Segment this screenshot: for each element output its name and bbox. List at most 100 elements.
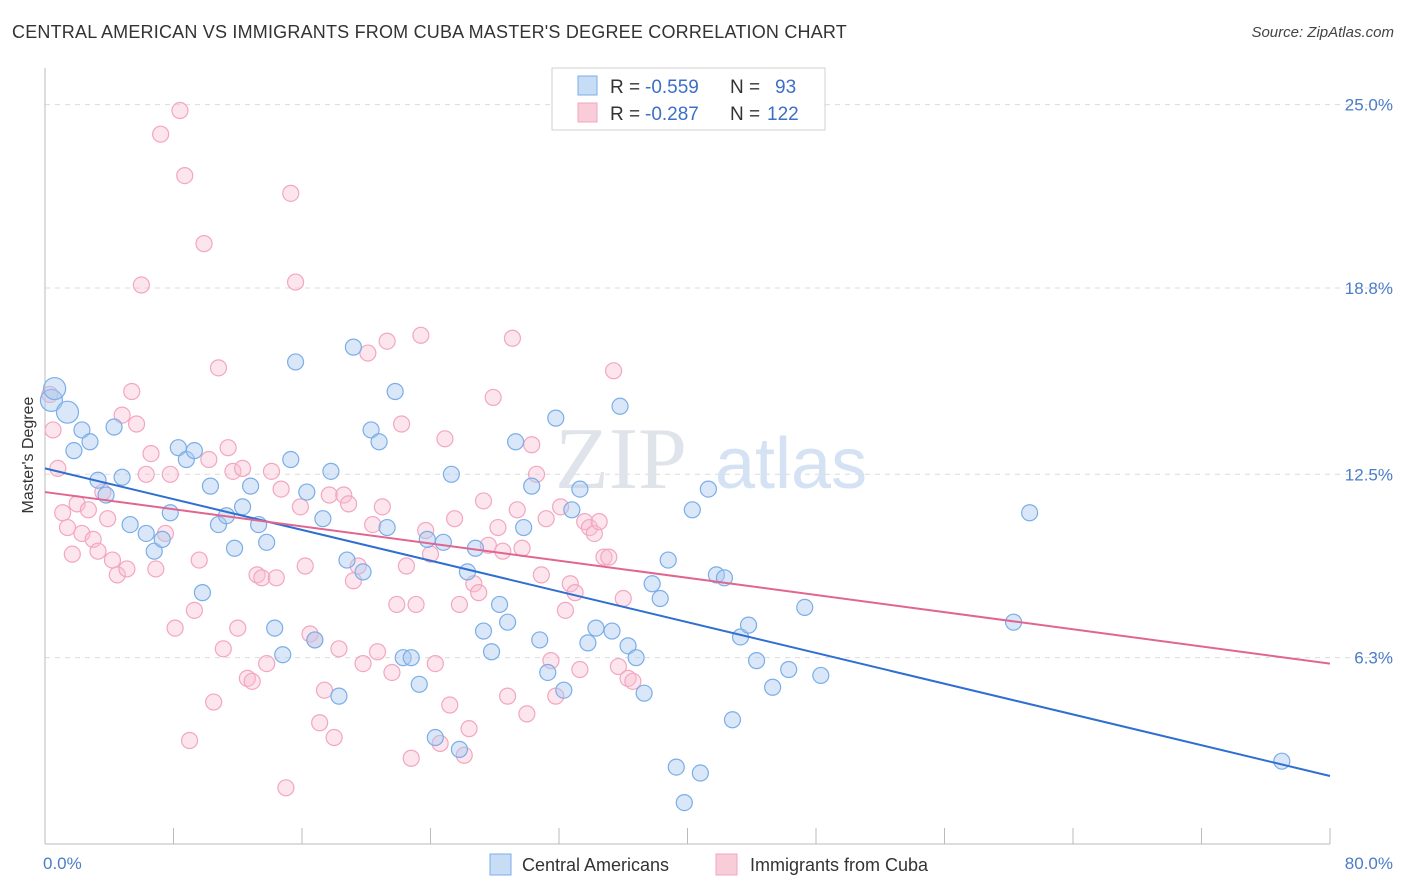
point-central-americans bbox=[43, 376, 67, 401]
point-cuba bbox=[103, 551, 122, 569]
axes bbox=[44, 68, 1331, 845]
point-central-americans bbox=[507, 433, 525, 451]
point-central-americans bbox=[780, 660, 798, 679]
point-central-americans bbox=[266, 619, 284, 637]
point-central-americans bbox=[386, 382, 404, 401]
point-central-americans bbox=[233, 498, 252, 516]
point-cuba bbox=[118, 560, 136, 578]
point-cuba bbox=[595, 548, 613, 566]
point-central-americans bbox=[55, 400, 80, 424]
point-central-americans bbox=[499, 613, 517, 631]
point-central-americans bbox=[298, 483, 316, 501]
point-cuba bbox=[209, 359, 228, 377]
point-cuba bbox=[58, 518, 77, 537]
point-central-americans bbox=[723, 711, 742, 729]
point-cuba bbox=[484, 388, 502, 407]
point-cuba bbox=[426, 654, 444, 673]
watermark-atlas: atlas bbox=[715, 424, 867, 504]
point-central-americans bbox=[547, 409, 565, 427]
point-central-americans bbox=[193, 584, 212, 602]
point-central-americans bbox=[314, 510, 332, 528]
legend-swatch-blue bbox=[577, 75, 598, 96]
trend-line-cuba bbox=[44, 491, 1331, 665]
point-cuba bbox=[127, 415, 146, 433]
point-cuba bbox=[214, 640, 232, 658]
point-cuba bbox=[474, 492, 493, 510]
point-cuba bbox=[248, 566, 266, 584]
point-cuba bbox=[54, 504, 72, 522]
point-central-americans bbox=[579, 634, 597, 652]
point-central-americans bbox=[225, 539, 244, 557]
point-cuba bbox=[388, 595, 406, 614]
point-cuba bbox=[445, 510, 464, 528]
point-cuba bbox=[552, 498, 570, 516]
point-cuba bbox=[142, 445, 160, 463]
point-cuba bbox=[407, 595, 425, 614]
point-central-americans bbox=[354, 563, 372, 581]
point-central-americans bbox=[531, 631, 549, 649]
point-central-americans bbox=[627, 649, 645, 667]
point-cuba bbox=[262, 462, 281, 480]
point-cuba bbox=[176, 166, 194, 185]
y-tick-label: 25.0% bbox=[1345, 96, 1393, 115]
point-cuba bbox=[282, 184, 300, 202]
point-cuba bbox=[614, 589, 632, 608]
point-central-americans bbox=[65, 442, 83, 460]
point-central-americans bbox=[539, 663, 557, 682]
point-cuba bbox=[513, 539, 531, 557]
y-tick-label: 6.3% bbox=[1354, 649, 1393, 668]
point-cuba bbox=[619, 669, 637, 687]
point-central-americans bbox=[362, 421, 380, 439]
point-cuba bbox=[79, 501, 97, 519]
series-central-americans-points bbox=[39, 338, 1291, 812]
point-cuba bbox=[373, 498, 391, 516]
point-central-americans bbox=[1021, 504, 1039, 522]
point-central-americans bbox=[482, 643, 501, 661]
legend-n-value-1: 93 bbox=[775, 77, 796, 98]
legend-n-label-1: N = bbox=[730, 77, 760, 98]
point-cuba bbox=[233, 459, 252, 477]
point-cuba bbox=[161, 465, 179, 483]
point-central-americans bbox=[442, 465, 460, 483]
legend-bottom: Central Americans Immigrants from Cuba bbox=[489, 853, 929, 876]
point-cuba bbox=[383, 663, 401, 682]
point-cuba bbox=[258, 654, 276, 673]
point-cuba bbox=[272, 480, 290, 498]
point-cuba bbox=[402, 749, 420, 767]
point-cuba bbox=[460, 720, 478, 738]
legend-n-label-2: N = bbox=[730, 104, 760, 125]
point-central-americans bbox=[611, 397, 629, 415]
point-central-americans bbox=[338, 551, 356, 569]
point-cuba bbox=[325, 728, 343, 747]
point-cuba bbox=[335, 486, 353, 504]
point-cuba bbox=[556, 601, 575, 619]
point-cuba bbox=[470, 584, 488, 602]
point-central-americans bbox=[635, 684, 653, 702]
legend-top: R = -0.559 N = 93 R = -0.287 N = 122 bbox=[551, 67, 826, 131]
point-cuba bbox=[89, 542, 107, 560]
point-central-americans bbox=[370, 433, 388, 451]
point-central-americans bbox=[667, 758, 685, 776]
point-cuba bbox=[123, 382, 141, 401]
point-central-americans bbox=[643, 575, 661, 593]
legend-bottom-label-pink: Immigrants from Cuba bbox=[750, 855, 929, 875]
legend-swatch-pink bbox=[577, 102, 598, 123]
legend-r-value-2: -0.287 bbox=[645, 104, 699, 125]
point-cuba bbox=[49, 459, 67, 477]
point-cuba bbox=[494, 542, 512, 560]
watermark-zip: ZIP bbox=[555, 411, 687, 508]
point-central-americans bbox=[322, 462, 340, 480]
point-central-americans bbox=[286, 353, 305, 371]
point-central-americans bbox=[747, 652, 766, 670]
point-central-americans bbox=[812, 666, 830, 685]
point-cuba bbox=[566, 584, 584, 602]
point-cuba bbox=[166, 619, 184, 637]
point-central-americans bbox=[274, 646, 292, 664]
point-cuba bbox=[354, 654, 372, 673]
point-central-americans bbox=[434, 533, 452, 551]
point-cuba bbox=[147, 560, 165, 578]
point-cuba bbox=[311, 714, 329, 732]
point-cuba bbox=[378, 332, 396, 350]
point-central-americans bbox=[137, 524, 155, 543]
point-central-americans bbox=[764, 678, 782, 696]
